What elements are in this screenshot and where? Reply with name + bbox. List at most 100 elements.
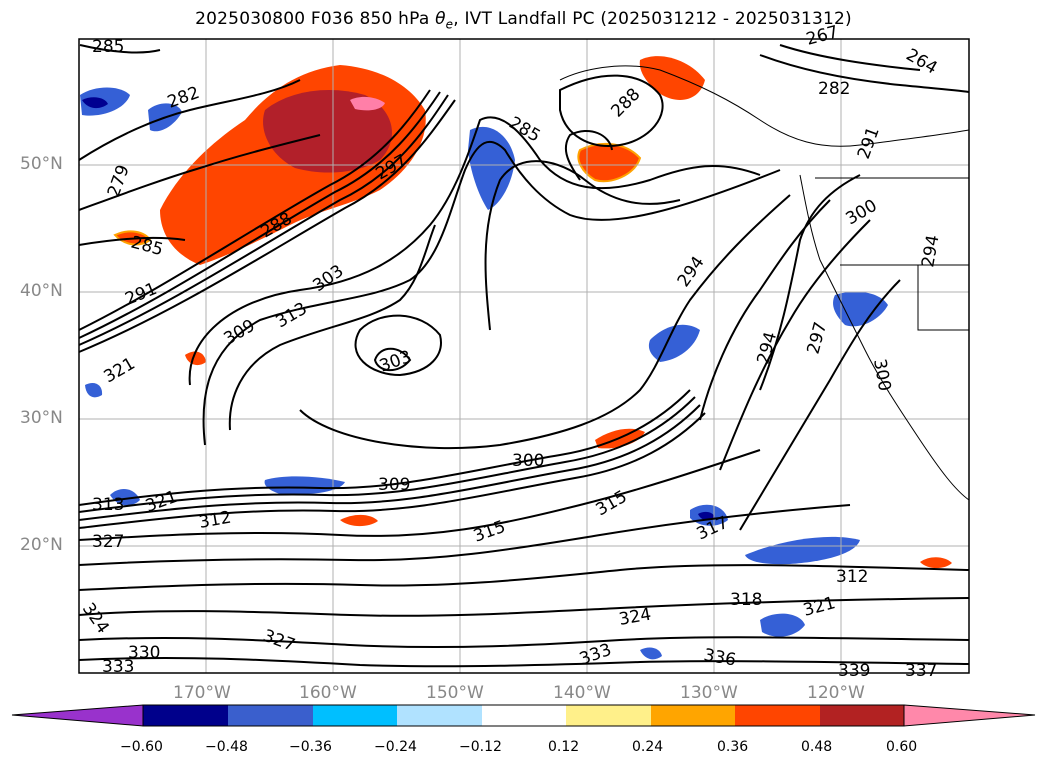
shade-region-small-1: [920, 557, 952, 569]
contour-sub-5: [78, 449, 761, 541]
contour-east-4: [759, 174, 861, 391]
theta-e-contours: [78, 44, 970, 668]
colorbar-cell: [566, 705, 651, 726]
colorbar-cell: [313, 705, 397, 726]
colorbar: [11, 704, 1036, 727]
shade-region-north-peak: [350, 96, 385, 111]
colorbar-tick: 0.36: [717, 739, 749, 755]
lon-label-170w: 170°W: [173, 683, 231, 703]
lat-label-50n: 50°N: [20, 154, 63, 174]
shade-region-alaska: [639, 56, 705, 100]
contour-sub-7: [78, 564, 970, 591]
contour-sub-3: [78, 404, 701, 521]
colorbar-cell: [143, 705, 228, 726]
contour-label: 333: [102, 657, 134, 677]
contour-label: 285: [92, 37, 124, 57]
title-suffix: , IVT Landfall PC (2025031212 - 20250313…: [453, 9, 852, 29]
lon-label-160w: 160°W: [299, 683, 357, 703]
map-frame: [78, 38, 970, 674]
colorbar-cell: [397, 705, 482, 726]
shade-neg-west-1: [110, 488, 140, 506]
contour-jet-2: [78, 91, 441, 339]
contour-jet-3: [78, 94, 449, 346]
title-prefix: 2025030800 F036 850 hPa: [195, 9, 436, 29]
contour-label: 339: [838, 661, 870, 681]
contour-north-6: [79, 44, 161, 54]
shade-neg-trade: [264, 476, 345, 495]
contour-label: 309: [378, 475, 410, 495]
colorbar-outline: [142, 704, 905, 727]
coastlines: [559, 65, 970, 501]
title-theta: θ: [435, 9, 446, 29]
contour-gulf-2: [559, 74, 664, 147]
contour-sub-10: [78, 656, 970, 668]
shade-region-small-2: [340, 514, 378, 527]
contour-north-4: [759, 54, 970, 93]
shade-neg-west-coast: [833, 291, 888, 327]
contour-jet-1: [78, 89, 431, 331]
contour-east-3: [739, 279, 901, 531]
colorbar-tick: 0.12: [548, 739, 580, 755]
contour-ridge-1: [188, 116, 761, 386]
contour-label: 327: [92, 532, 124, 552]
colorbar-cell: [651, 705, 735, 726]
colorbar-cell: [820, 705, 904, 726]
colorbar-cell: [735, 705, 820, 726]
contour-sub-1: [78, 389, 691, 506]
contour-ridge-2: [202, 140, 781, 446]
colorbar-tick: 0.60: [886, 739, 918, 755]
contour-sub-2: [78, 396, 696, 513]
lon-label-150w: 150°W: [426, 683, 484, 703]
colorbar-cell: [228, 705, 313, 726]
colorbar-tick: −0.12: [459, 739, 502, 755]
contour-ridge-4: [299, 194, 791, 450]
lat-label-40n: 40°N: [20, 281, 63, 301]
contour-ridge-3: [228, 224, 436, 431]
lon-label-130w: 130°W: [680, 683, 738, 703]
title-subscript: e: [445, 17, 454, 32]
lon-label-140w: 140°W: [553, 683, 611, 703]
shade-region-north-core: [263, 90, 392, 173]
colorbar-extend-high: [903, 704, 1036, 727]
shade-region-small-3: [185, 351, 206, 366]
map-title: 2025030800 F036 850 hPa θe, IVT Landfall…: [0, 9, 1047, 31]
contour-gulf-3: [564, 130, 613, 181]
shade-neg-south-4: [640, 647, 662, 660]
boundary-state-2: [917, 265, 969, 331]
contour-sub-9: [78, 636, 970, 649]
contour-label: 282: [818, 79, 850, 99]
lon-label-120w: 120°W: [807, 683, 865, 703]
shade-neg-northwest-core: [82, 97, 108, 109]
shade-neg-south-2: [745, 536, 860, 565]
contour-sub-8: [78, 597, 970, 617]
contour-label: 312: [836, 567, 868, 587]
contour-jet-4: [78, 99, 456, 353]
contour-north-5: [779, 44, 921, 71]
colorbar-tick: −0.24: [374, 739, 417, 755]
colorbar-tick: −0.48: [205, 739, 248, 755]
coastline-west: [799, 174, 970, 501]
colorbar-tick: −0.36: [289, 739, 332, 755]
shade-neg-west-2: [85, 383, 103, 398]
lat-label-20n: 20°N: [20, 535, 63, 555]
contour-label: 318: [730, 590, 762, 610]
contour-gulf-1: [484, 160, 681, 331]
contour-label: 330: [128, 643, 160, 663]
contour-east-2: [719, 219, 871, 471]
contour-sub-6: [78, 504, 851, 566]
shade-neg-south-3: [760, 613, 805, 637]
contour-north-2: [78, 134, 321, 211]
colorbar-tick: −0.60: [120, 739, 163, 755]
colorbar-extend-low: [11, 704, 144, 727]
contour-sub-4: [78, 412, 706, 529]
contour-north-1: [78, 79, 301, 161]
lat-label-30n: 30°N: [20, 408, 63, 428]
contour-ridge-6: [373, 347, 412, 372]
colorbar-tick: 0.48: [801, 739, 833, 755]
contour-north-3: [78, 236, 186, 246]
colorbar-tick: 0.24: [632, 739, 664, 755]
contour-label: 313: [92, 495, 124, 515]
contour-label: 300: [512, 451, 544, 471]
coastline-alaska: [559, 65, 970, 147]
